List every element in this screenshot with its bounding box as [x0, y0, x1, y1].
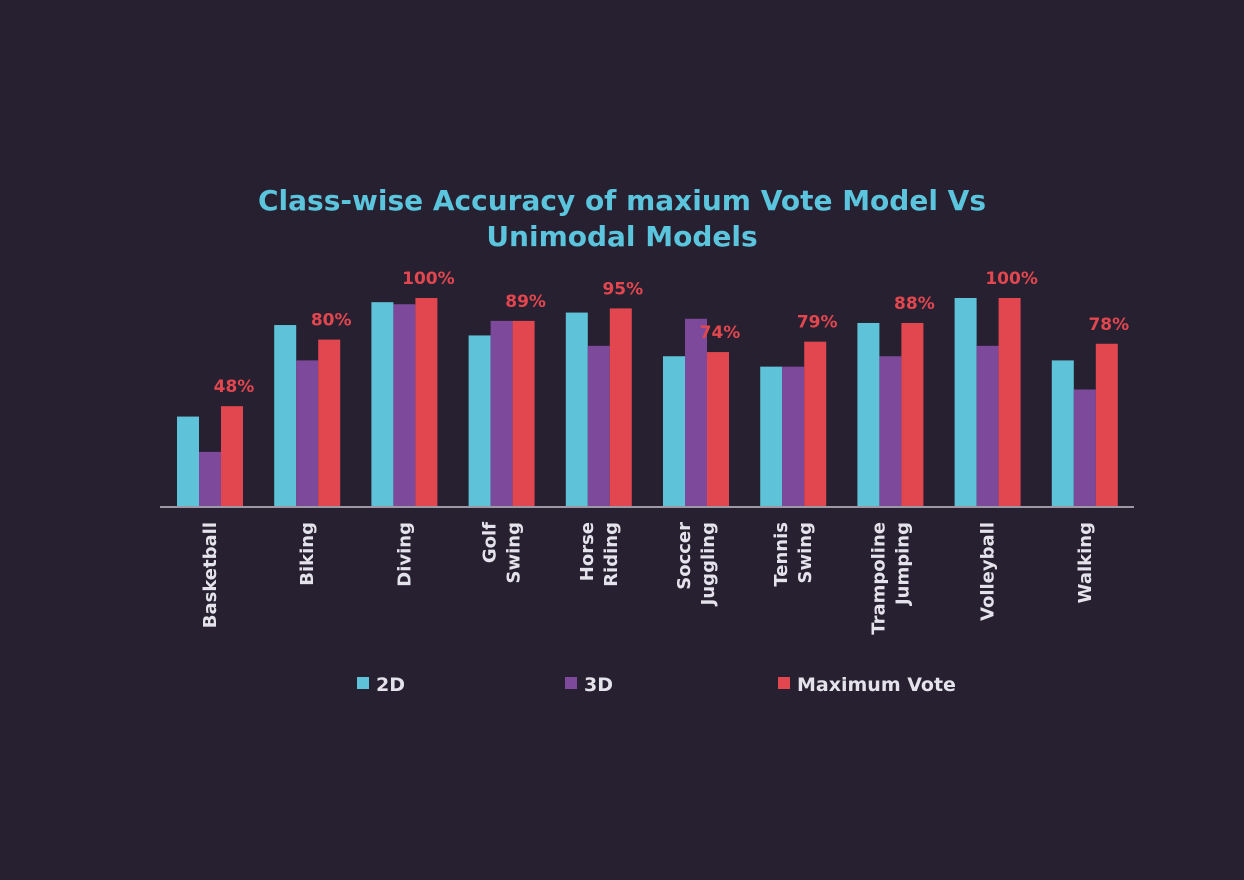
data-label-1: 80%: [311, 311, 352, 331]
bar-maximum-vote-8: [998, 298, 1021, 506]
category-label-6-0: Tennis: [771, 522, 792, 587]
bar-2d-9: [1051, 360, 1074, 506]
bar-3d-8: [976, 345, 999, 506]
data-label-2: 100%: [402, 269, 455, 289]
data-label-9: 78%: [1088, 315, 1129, 335]
bar-3d-4: [587, 345, 610, 506]
data-label-6: 79%: [797, 313, 838, 333]
category-label-7-1: Jumping: [892, 522, 913, 607]
category-label-9-0: Walking: [1075, 522, 1096, 603]
chart-title: Class-wise Accuracy of maxium Vote Model…: [0, 183, 1244, 255]
bar-maximum-vote-3: [512, 320, 535, 506]
data-label-3: 89%: [505, 292, 546, 312]
category-label-4-1: Riding: [601, 522, 622, 587]
legend-swatch-2d: [357, 677, 369, 689]
bar-maximum-vote-4: [609, 308, 632, 506]
bar-maximum-vote-2: [415, 298, 438, 506]
bar-3d-3: [490, 320, 513, 506]
legend-label-3d: 3D: [584, 674, 613, 696]
category-label-6-1: Swing: [795, 522, 816, 583]
data-label-8: 100%: [985, 269, 1038, 289]
bar-2d-7: [857, 322, 880, 506]
bar-maximum-vote-7: [901, 322, 924, 506]
bar-maximum-vote-6: [804, 341, 827, 506]
category-label-7-0: Trampoline: [868, 522, 889, 635]
legend-swatch-maximum-vote: [778, 677, 790, 689]
category-label-5-0: Soccer: [674, 522, 695, 590]
bar-maximum-vote-5: [707, 352, 729, 506]
bar-2d-4: [565, 312, 588, 506]
chart-title-line-1: Class-wise Accuracy of maxium Vote Model…: [257, 184, 987, 217]
data-label-4: 95%: [602, 279, 643, 299]
bar-2d-5: [663, 356, 685, 506]
bar-2d-1: [274, 325, 297, 506]
legend-label-2d: 2D: [376, 674, 405, 696]
bar-maximum-vote-9: [1095, 343, 1118, 506]
category-label-5-1: Juggling: [698, 522, 719, 607]
data-label-7: 88%: [894, 294, 935, 314]
category-label-0-0: Basketball: [200, 522, 221, 628]
category-label-2-0: Diving: [394, 522, 415, 587]
category-label-4-0: Horse: [577, 522, 598, 581]
category-label-3-0: Golf: [480, 522, 501, 563]
bar-3d-2: [393, 304, 416, 506]
data-label-5: 74%: [700, 323, 741, 343]
legend-label-maximum-vote: Maximum Vote: [797, 674, 956, 696]
bar-maximum-vote-1: [318, 339, 341, 506]
category-label-1-0: Biking: [297, 522, 318, 586]
bar-maximum-vote-0: [221, 406, 243, 506]
category-label-3-1: Swing: [504, 522, 525, 583]
category-label-8-0: Volleyball: [978, 522, 999, 621]
chart-title-line-2: Unimodal Models: [486, 220, 758, 253]
bar-2d-3: [468, 335, 491, 506]
bar-2d-8: [954, 298, 977, 506]
bar-2d-0: [177, 416, 199, 506]
bar-3d-1: [296, 360, 319, 506]
bar-3d-7: [879, 356, 902, 506]
data-label-0: 48%: [214, 377, 255, 397]
bar-3d-0: [199, 451, 221, 506]
bar-3d-5: [685, 318, 707, 506]
bar-3d-6: [782, 366, 805, 506]
bar-2d-6: [760, 366, 783, 506]
bar-2d-2: [371, 302, 394, 506]
bar-3d-9: [1073, 389, 1096, 506]
legend-swatch-3d: [565, 677, 577, 689]
